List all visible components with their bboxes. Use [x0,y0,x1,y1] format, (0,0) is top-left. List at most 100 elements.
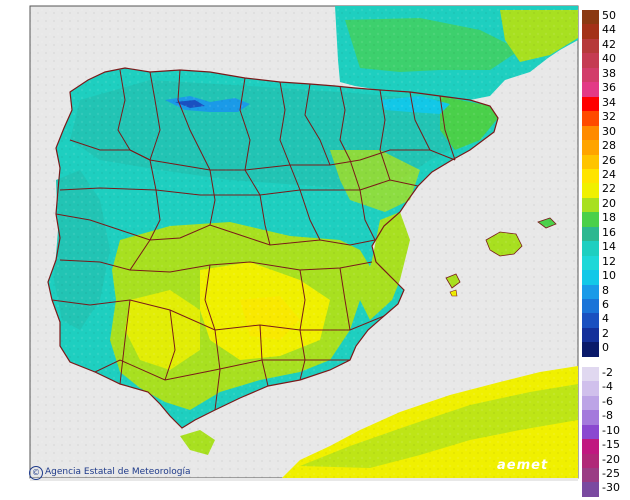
legend-label: 50 [602,9,616,22]
legend-label: -4 [602,380,613,394]
legend-label: -15 [602,438,620,452]
legend-label: 18 [602,211,616,225]
legend-item: 28 [582,140,622,155]
credit-text: Agencia Estatal de Meteorología [45,467,191,477]
province-borders [47,67,499,429]
legend-item: 42 [582,37,622,54]
legend-item: -30 [582,482,622,497]
legend-label: 10 [602,269,616,283]
legend-item: 44 [582,23,622,40]
legend-swatch [582,168,599,184]
legend-swatch [582,482,599,497]
legend-swatch [582,111,599,126]
legend-label: 40 [602,52,616,66]
legend-label: 30 [602,124,616,138]
legend-swatch [582,125,599,141]
legend-item: 10 [582,270,622,285]
legend-item: 36 [582,82,622,97]
legend-label: 44 [602,23,616,37]
legend-swatch [582,453,599,469]
legend-swatch [582,284,599,300]
legend-item: 34 [582,95,622,112]
legend-swatch [582,10,599,25]
legend-swatch [582,270,599,285]
legend-swatch [582,212,599,227]
legend-item: 6 [582,299,622,314]
legend-label: 24 [602,167,616,181]
legend-item: -6 [582,395,622,411]
legend-item: 50 [582,10,622,25]
legend-swatch [582,439,599,454]
legend-item: -15 [582,439,622,454]
legend-label: -2 [602,365,613,379]
legend-item: 30 [582,124,622,141]
legend-label: 0 [602,341,609,355]
legend-label: 32 [602,110,616,124]
legend-label: 16 [602,225,616,239]
legend-label: 26 [602,153,616,167]
legend-swatch [582,366,599,382]
legend-item: 0 [582,342,622,357]
legend-swatch [582,197,599,213]
legend-item: -10 [582,423,622,440]
legend-label: 2 [602,326,609,340]
copyright-icon: © [29,466,43,480]
legend-swatch [582,24,599,40]
legend-item: 12 [582,254,622,271]
legend-swatch [582,313,599,329]
legend-swatch [582,67,599,83]
legend-item: 16 [582,225,622,242]
legend-label: 12 [602,254,616,268]
legend-label: 36 [602,81,616,95]
legend-item: 26 [582,153,622,170]
legend-label: 6 [602,298,609,311]
legend-item: -20 [582,452,622,469]
legend-item: -2 [582,365,622,382]
legend-swatch [582,38,599,54]
legend-label: -8 [602,409,613,423]
legend-label: 14 [602,240,616,254]
legend-swatch [582,255,599,271]
legend-label: 42 [602,37,616,51]
legend-swatch [582,154,599,170]
legend-label: 28 [602,139,616,153]
legend-item: -25 [582,466,622,483]
legend-item: 20 [582,196,622,213]
legend-item: 8 [582,283,622,300]
legend-swatch [582,424,599,440]
legend-item: 2 [582,326,622,343]
legend-item: -4 [582,381,622,396]
legend-label: 8 [602,283,609,297]
legend-label: 4 [602,312,609,326]
legend-swatch [582,299,599,314]
legend-swatch [582,53,599,68]
legend-swatch [582,140,599,155]
legend-swatch [582,183,599,198]
legend-label: -20 [602,452,620,466]
legend-label: 22 [602,182,616,196]
legend-swatch [582,241,599,256]
legend-swatch [582,395,599,411]
legend-swatch [582,226,599,242]
legend-label: -30 [602,481,620,495]
legend-item: 38 [582,66,622,83]
legend-swatch [582,342,599,357]
legend-item: 14 [582,241,622,256]
legend-item: 18 [582,212,622,227]
legend-label: 38 [602,66,616,80]
legend-label: -10 [602,423,620,437]
legend-item: 40 [582,53,622,68]
legend-item: 24 [582,167,622,184]
aemet-logo: aemet [497,458,549,473]
legend-swatch [582,381,599,396]
legend-label: 20 [602,196,616,210]
legend-label: -25 [602,466,620,480]
legend-swatch [582,96,599,112]
legend-item: 22 [582,183,622,198]
legend-label: 34 [602,95,616,109]
legend-item: 32 [582,111,622,126]
legend-swatch [582,327,599,343]
legend-swatch [582,82,599,97]
legend-swatch [582,467,599,483]
